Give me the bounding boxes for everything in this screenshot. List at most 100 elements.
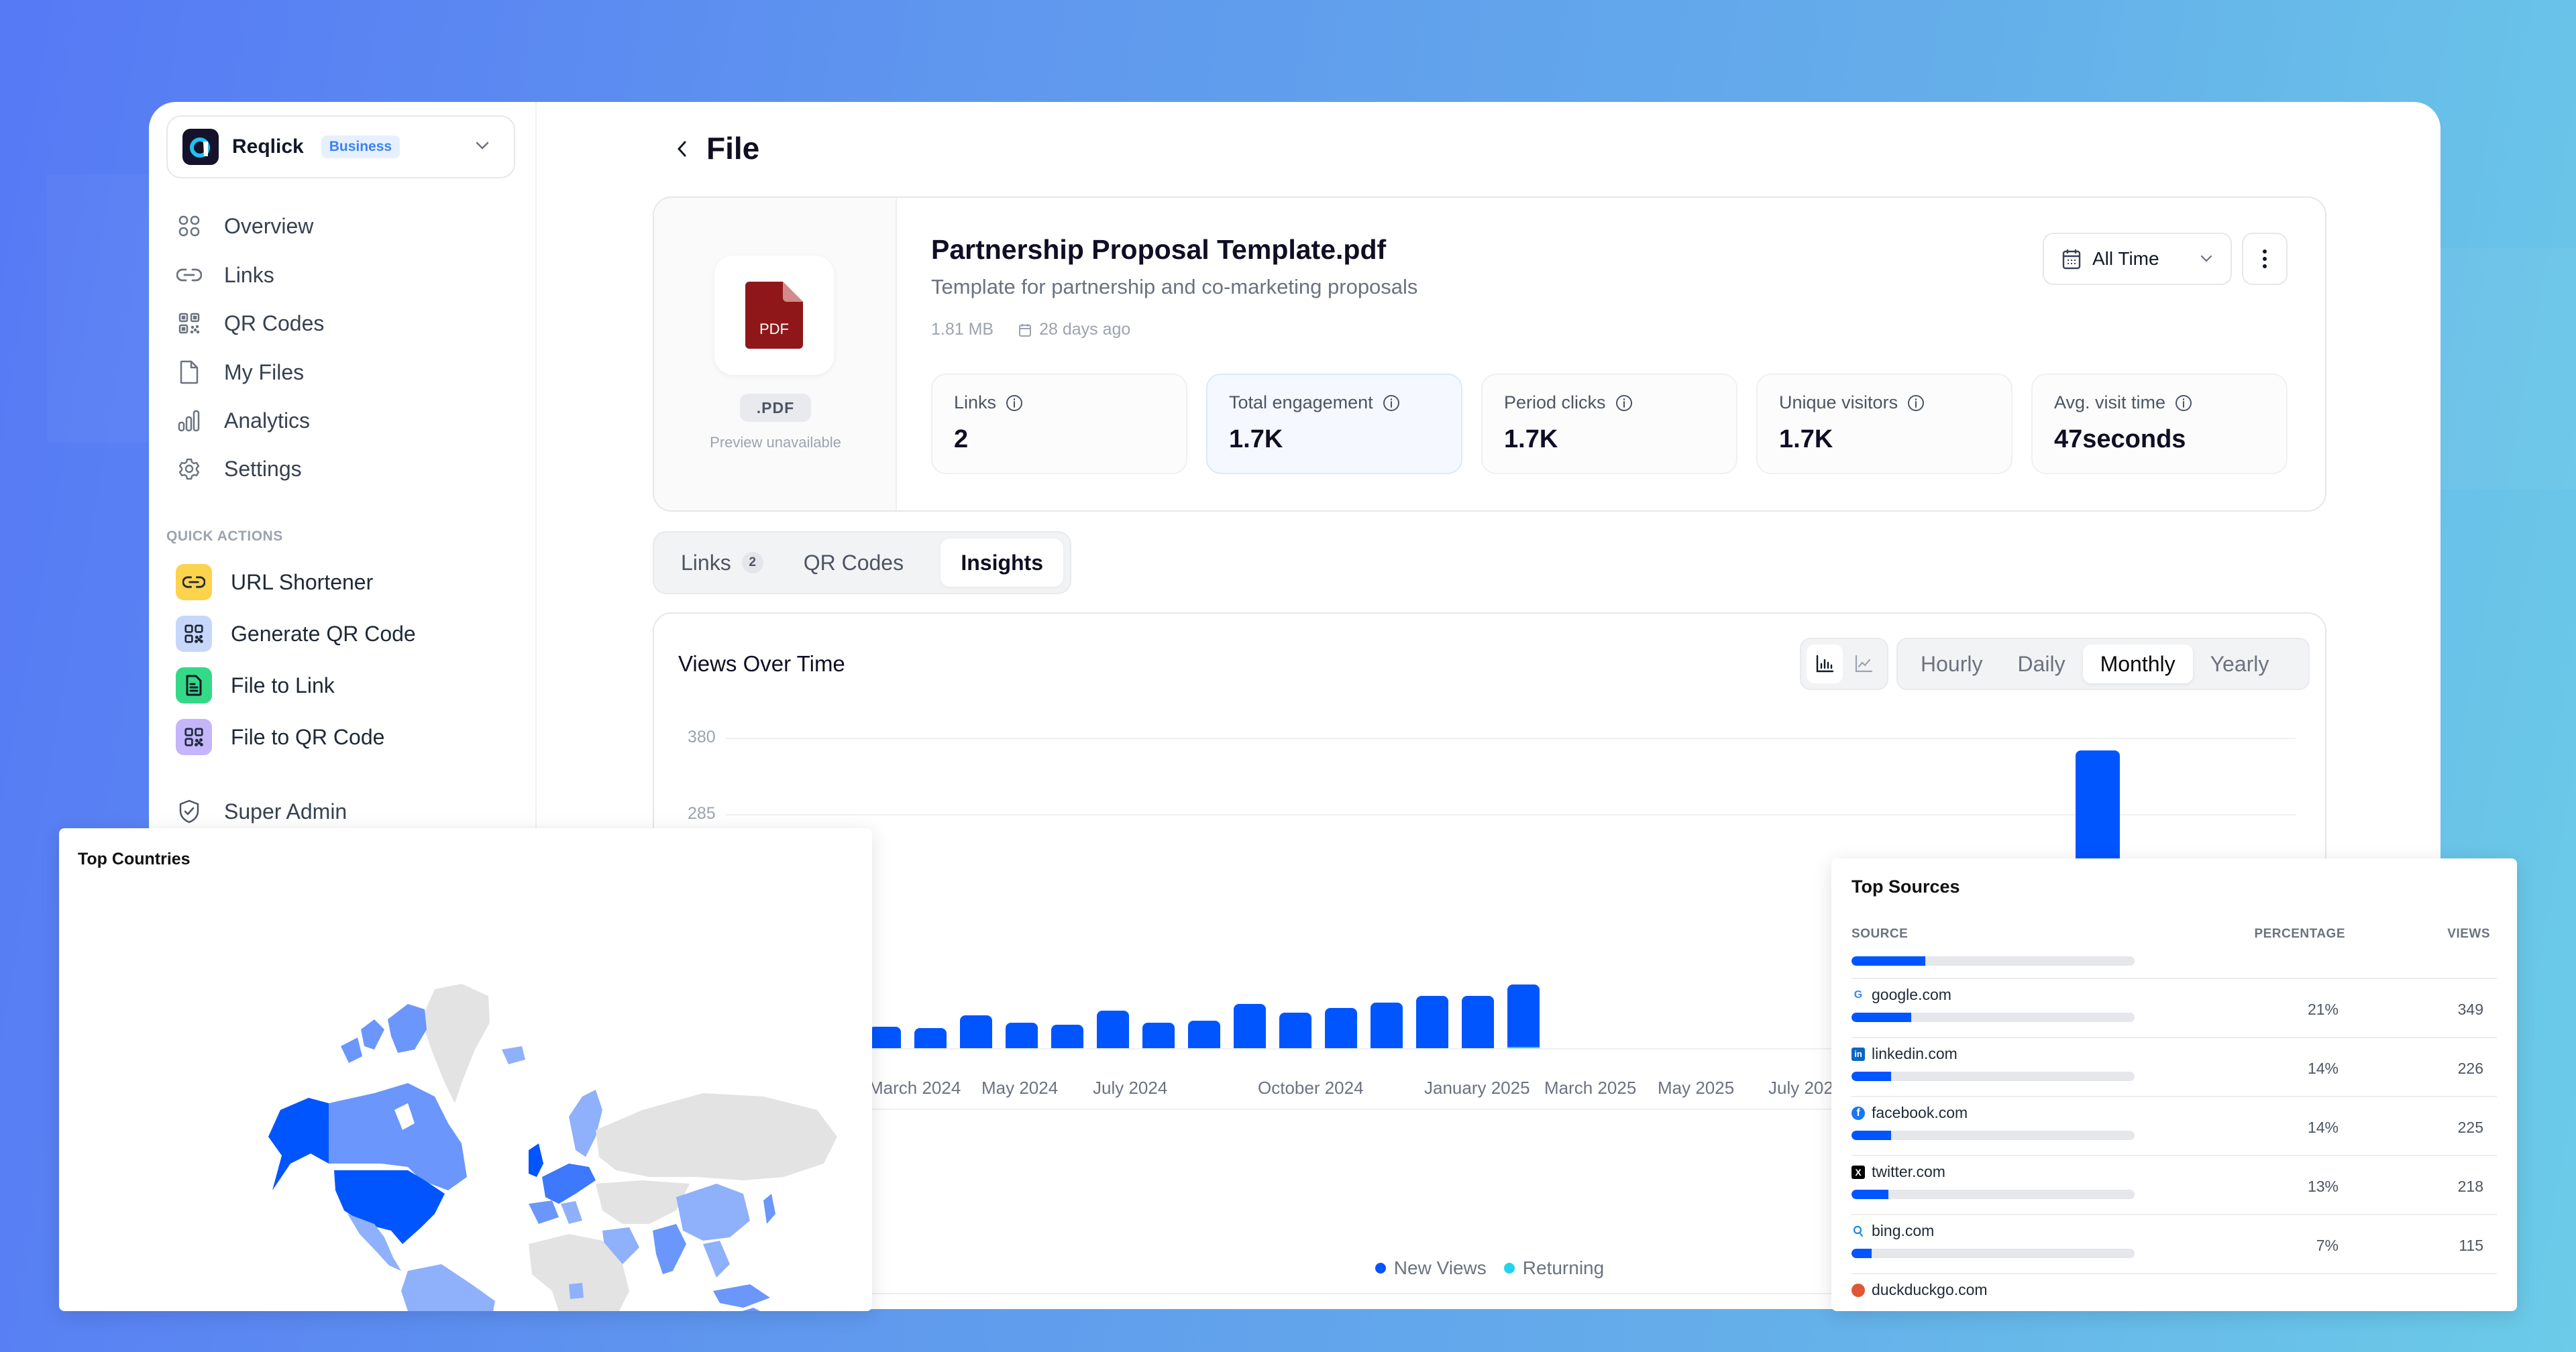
stat-total-engagement[interactable]: Total engagement 1.7K [1206,374,1462,474]
sidebar-item-super-admin[interactable]: Super Admin [176,791,347,832]
bar[interactable] [1188,1021,1220,1048]
sidebar-item-label: QR Codes [224,311,325,335]
sidebar-item-analytics[interactable]: Analytics [176,400,310,441]
period-hourly[interactable]: Hourly [1921,651,1983,676]
extension-badge: .PDF [740,394,811,422]
source-row-duckduckgo[interactable]: duckduckgo.com [1851,1274,2497,1311]
more-options-button[interactable] [2242,233,2288,285]
column-header-views: VIEWS [2447,927,2490,941]
file-icon [176,359,203,386]
period-monthly[interactable]: Monthly [2082,644,2193,683]
line-chart-icon [1855,655,1873,673]
source-row-facebook[interactable]: f facebook.com 14% 225 [1851,1097,2497,1156]
shield-check-icon [176,798,203,825]
qr-icon [176,616,212,652]
x-tick-label: March 2025 [1544,1078,1637,1098]
kebab-menu-icon [2263,249,2267,268]
x-tick-label: July 2024 [1093,1078,1168,1098]
info-icon [1006,394,1023,411]
date-range-value: All Time [2092,248,2159,269]
sidebar-item-label: Super Admin [224,799,347,824]
quick-action-file-to-link[interactable]: File to Link [176,665,335,706]
x-tick-label: May 2025 [1658,1078,1735,1098]
bar[interactable] [1462,996,1494,1048]
quick-action-label: URL Shortener [231,569,374,594]
legend-new-views[interactable]: New Views [1375,1257,1487,1279]
bar[interactable] [1507,984,1540,1048]
column-header-percentage: PERCENTAGE [2254,927,2345,941]
workspace-selector[interactable]: Reqlick Business [166,115,515,178]
duckduckgo-icon [1851,1283,1865,1297]
sidebar-item-label: My Files [224,359,305,384]
legend-returning[interactable]: Returning [1503,1257,1604,1279]
bar[interactable] [1142,1022,1175,1048]
page-title: File [706,131,760,166]
bar[interactable] [1416,996,1448,1048]
sidebar-item-label: Settings [224,456,302,481]
tab-links[interactable]: Links 2 [661,539,784,587]
y-tick: 380 [688,728,716,746]
bar[interactable] [1371,1002,1403,1048]
column-header-source: SOURCE [1851,927,1909,941]
quick-action-generate-qr[interactable]: Generate QR Code [176,614,416,654]
sidebar-item-overview[interactable]: Overview [176,206,313,246]
source-row[interactable] [1851,932,2497,979]
sidebar-item-my-files[interactable]: My Files [176,352,304,392]
sidebar-item-qr-codes[interactable]: QR Codes [176,303,324,343]
bar[interactable] [1006,1022,1038,1048]
tab-insights[interactable]: Insights [941,539,1063,587]
period-yearly[interactable]: Yearly [2210,651,2269,676]
top-sources-title: Top Sources [1851,877,1960,897]
back-button[interactable] [668,135,695,162]
period-daily[interactable]: Daily [2017,651,2065,676]
chevron-left-icon [677,141,686,157]
line-chart-toggle[interactable] [1845,644,1882,683]
period-selector: Hourly Daily Monthly Yearly [1896,638,2310,690]
bing-search-icon [1851,1225,1865,1238]
bar-returning[interactable] [1507,1046,1540,1048]
chart-legend: New Views Returning [654,1257,2325,1279]
bar[interactable] [914,1028,947,1048]
chevron-down-icon [475,141,490,154]
bar-chart-icon [176,407,203,434]
qr-icon [176,719,212,755]
quick-action-url-shortener[interactable]: URL Shortener [176,562,373,602]
chart-title: Views Over Time [678,651,845,676]
upload-date: 28 days ago [1039,320,1131,339]
sidebar-item-links[interactable]: Links [176,255,274,295]
quick-action-label: Generate QR Code [231,621,416,646]
document-icon [176,667,212,703]
top-countries-title: Top Countries [78,850,191,868]
svg-text:PDF: PDF [759,321,789,337]
x-tick-label: January 2025 [1424,1078,1530,1098]
bar[interactable] [1279,1013,1311,1048]
facebook-icon: f [1851,1106,1865,1120]
info-icon [1908,394,1925,411]
link-icon [176,564,212,600]
bar[interactable] [869,1026,901,1048]
bar[interactable] [1325,1008,1357,1048]
file-preview-panel: PDF .PDF Preview unavailable [654,198,897,510]
grid-icon [176,213,203,239]
tab-qr-codes[interactable]: QR Codes [803,550,904,575]
sidebar-item-label: Links [224,262,274,287]
bar-chart-toggle[interactable] [1807,644,1843,683]
sidebar-item-label: Analytics [224,408,311,433]
date-range-dropdown[interactable]: All Time [2043,233,2232,285]
quick-action-file-to-qr[interactable]: File to QR Code [176,717,384,757]
bar[interactable] [960,1015,992,1048]
bar[interactable] [1234,1004,1266,1048]
file-description: Template for partnership and co-marketin… [931,275,1418,298]
bar[interactable] [1051,1025,1083,1048]
source-row-linkedin[interactable]: in linkedin.com 14% 226 [1851,1038,2497,1097]
sidebar-item-label: Overview [224,213,314,238]
file-thumbnail: PDF [714,256,834,375]
bar[interactable] [1097,1010,1129,1048]
qr-icon [176,310,203,337]
source-row-bing[interactable]: bing.com 7% 115 [1851,1215,2497,1274]
linkedin-icon: in [1851,1047,1865,1061]
sidebar-item-settings[interactable]: Settings [176,449,302,489]
reqlick-logo [182,129,219,165]
